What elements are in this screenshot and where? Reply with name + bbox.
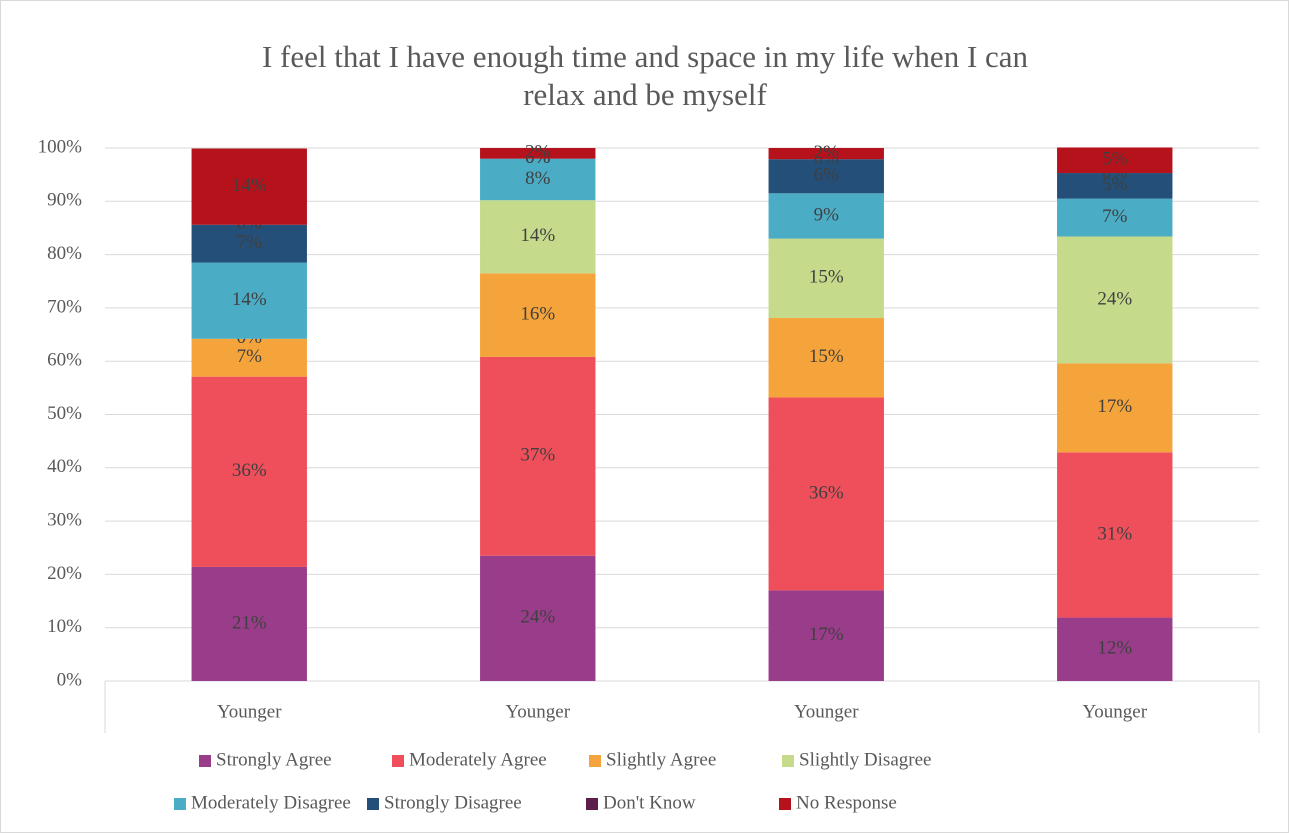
bar-segment — [480, 273, 596, 357]
x-tick-label: Younger — [217, 701, 282, 722]
data-label: 6% — [814, 165, 840, 186]
data-label: 9% — [814, 204, 840, 225]
bar-segment — [191, 224, 307, 263]
x-tick-label: Younger — [794, 701, 859, 722]
y-tick-label: 100% — [38, 136, 83, 157]
bar-segment — [191, 262, 307, 339]
y-tick-label: 80% — [47, 243, 82, 264]
bar-segment — [1057, 173, 1173, 199]
bar-segment — [480, 356, 596, 556]
data-label: 15% — [809, 267, 844, 288]
data-label: 31% — [1097, 523, 1132, 544]
bar-segment — [768, 238, 884, 319]
legend-label: Moderately Disagree — [191, 792, 351, 813]
data-label: 2% — [814, 142, 840, 163]
legend-label: Strongly Disagree — [384, 792, 522, 813]
data-label: 24% — [520, 607, 555, 628]
bar-segment — [191, 148, 307, 225]
legend-swatch — [782, 755, 794, 767]
legend-swatch — [392, 755, 404, 767]
bar-segment — [768, 193, 884, 239]
data-label: 2% — [525, 142, 551, 163]
data-label: 5% — [1102, 149, 1128, 170]
bar-segment — [768, 148, 884, 160]
legend-label: Moderately Agree — [409, 749, 547, 770]
bar-segment — [1057, 147, 1173, 174]
y-tick-label: 50% — [47, 403, 82, 424]
x-tick-label: Younger — [505, 701, 570, 722]
bar-segment — [768, 397, 884, 591]
bar-segment — [1057, 452, 1173, 618]
y-tick-label: 90% — [47, 190, 82, 211]
data-label: 37% — [520, 445, 555, 466]
data-label: 14% — [232, 289, 267, 310]
bar-segment — [768, 590, 884, 681]
data-label: 14% — [232, 175, 267, 196]
bar-segment — [191, 338, 307, 377]
bar-segment — [191, 566, 307, 681]
data-label: 24% — [1097, 288, 1132, 309]
legend-label: Slightly Disagree — [799, 749, 931, 770]
bar-segment — [1057, 236, 1173, 364]
legend-swatch — [174, 798, 186, 810]
y-tick-label: 60% — [47, 350, 82, 371]
data-label: 17% — [1097, 396, 1132, 417]
y-tick-label: 10% — [47, 616, 82, 637]
y-tick-label: 40% — [47, 456, 82, 477]
data-label: 5% — [1102, 174, 1128, 195]
data-label: 15% — [809, 346, 844, 367]
data-label: 16% — [520, 303, 555, 324]
bar-segment — [191, 376, 307, 567]
data-label: 7% — [237, 232, 263, 253]
data-label: 7% — [237, 346, 263, 367]
bar-segment — [1057, 363, 1173, 453]
legend-label: Strongly Agree — [216, 749, 332, 770]
data-label: 8% — [525, 168, 551, 189]
legend-label: Slightly Agree — [606, 749, 716, 770]
legend-label: Don't Know — [603, 792, 696, 813]
y-tick-label: 70% — [47, 296, 82, 317]
data-label: 21% — [232, 612, 267, 633]
bar-segment — [768, 159, 884, 194]
bar-segment — [1057, 198, 1173, 237]
y-tick-label: 0% — [57, 669, 83, 690]
data-label: 12% — [1097, 638, 1132, 659]
legend-swatch — [199, 755, 211, 767]
bar-segment — [480, 158, 596, 201]
legend-swatch — [779, 798, 791, 810]
bar-segment — [480, 555, 596, 681]
bar-segment — [768, 318, 884, 398]
data-label: 7% — [1102, 206, 1128, 227]
chart-title: I feel that I have enough time and space… — [261, 39, 1029, 112]
y-tick-label: 30% — [47, 509, 82, 530]
bar-segment — [480, 148, 596, 159]
y-tick-label: 20% — [47, 563, 82, 584]
bar-segment — [480, 200, 596, 274]
data-label: 17% — [809, 624, 844, 645]
legend-label: No Response — [796, 792, 897, 813]
bar-segment — [1057, 617, 1173, 681]
data-label: 36% — [232, 460, 267, 481]
legend-swatch — [586, 798, 598, 810]
x-tick-label: Younger — [1082, 701, 1147, 722]
data-label: 36% — [809, 482, 844, 503]
legend-swatch — [589, 755, 601, 767]
data-label: 14% — [520, 225, 555, 246]
legend-swatch — [367, 798, 379, 810]
